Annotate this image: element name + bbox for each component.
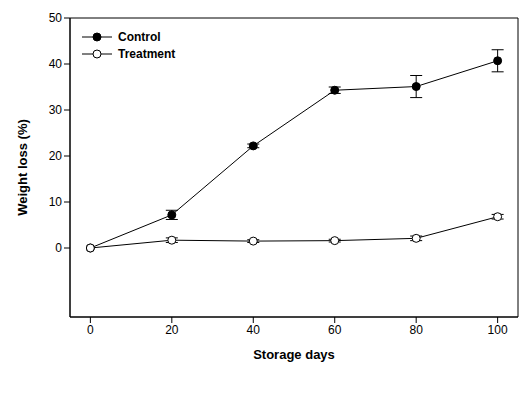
html-text:Control: Control [118, 29, 161, 44]
svg-text:Weight loss (%): Weight loss (%) [15, 119, 30, 216]
svg-text:30: 30 [49, 103, 63, 117]
svg-text:40: 40 [49, 57, 63, 71]
svg-text:40: 40 [247, 323, 261, 337]
svg-text:10: 10 [49, 195, 63, 209]
svg-text:60: 60 [328, 323, 342, 337]
svg-text:Storage days: Storage days [253, 347, 335, 362]
svg-text:50: 50 [49, 11, 63, 25]
html-text:Treatment: Treatment [118, 46, 176, 61]
svg-text:0: 0 [87, 323, 94, 337]
svg-text:100: 100 [488, 323, 508, 337]
svg-text:20: 20 [49, 149, 63, 163]
svg-text:20: 20 [165, 323, 179, 337]
svg-text:0: 0 [55, 241, 62, 255]
svg-text:80: 80 [410, 323, 424, 337]
